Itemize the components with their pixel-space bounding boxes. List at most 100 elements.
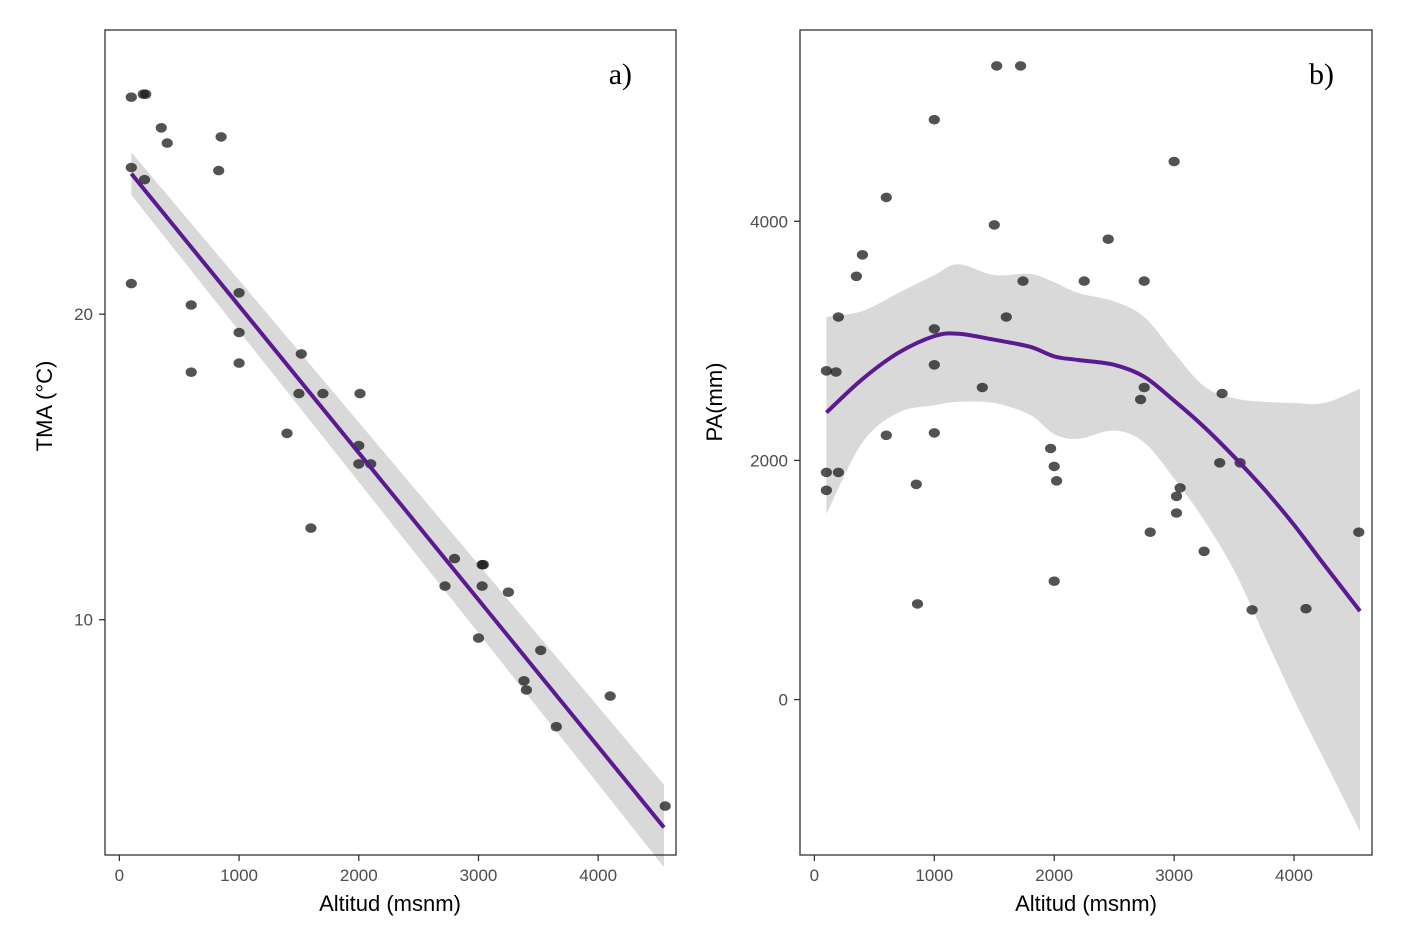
panel-a-frame (104, 29, 677, 856)
panel-b-y-tick-label-2000: 2000 (750, 451, 788, 470)
panel-b-data-point-41 (911, 599, 924, 609)
panel-b-data-point-10 (1017, 276, 1029, 286)
panel-b-y-axis-title: PA(mm) (702, 362, 727, 441)
panel-b-data-point-14 (1000, 312, 1012, 322)
panel-a-x-tick-label-4000: 4000 (579, 866, 617, 885)
panel-b-data-point-34 (1174, 483, 1186, 493)
panel-b-data-point-26 (1048, 461, 1060, 472)
panel-b-data-point-30 (832, 467, 845, 478)
panel-a-data-point-19 (281, 428, 293, 439)
panel-b-x-tick-label-1000: 1000 (915, 866, 953, 885)
panel-b-data-point-36 (1170, 508, 1183, 518)
panel-a-data-point-36 (550, 721, 562, 732)
panel-b-label: b) (1309, 58, 1334, 91)
panel-b-data-point-39 (1198, 546, 1210, 557)
panel-b-x-tick-label-0: 0 (810, 866, 819, 885)
panel-a-data-point-31 (472, 633, 485, 643)
panel-a-y-axis-title: TMA (°C) (32, 361, 57, 452)
panel-b-data-point-42 (1246, 605, 1258, 615)
panel-a-fit-line (129, 172, 666, 829)
panel-b-data-point-3 (928, 114, 940, 125)
panel-a-data-point-13 (233, 288, 245, 298)
panel-a-data-point-33 (518, 676, 530, 686)
panel-b-y-tick-label-0: 0 (779, 691, 788, 710)
panel-b-data-point-33 (910, 479, 922, 490)
panel-a-data-point-6 (155, 123, 167, 133)
panel-b-y-tick-label-4000: 4000 (750, 212, 788, 231)
panel-b-x-axis-title: Altitud (msnm) (1015, 891, 1157, 916)
panel-b-data-point-31 (820, 485, 833, 496)
panel-a-data-point-9 (213, 165, 225, 176)
panel-a-data-point-27 (477, 559, 489, 570)
panel-a-x-tick-label-2000: 2000 (340, 866, 378, 885)
panel-b-data-point-24 (928, 428, 940, 438)
panel-b-data-point-23 (880, 430, 892, 441)
panel-a-x-tick-label-1000: 1000 (220, 866, 258, 885)
panel-a-x-tick-label-0: 0 (115, 866, 124, 885)
panel-b-data-point-15 (928, 324, 940, 334)
panel-a-data-point-35 (604, 691, 616, 701)
panel-b-precipitation-vs-altitude: 0 1000 2000 3000 4000 0 2000 4000 b) Altitud (m… (702, 29, 1373, 916)
panel-a-data-point-7 (161, 138, 173, 148)
panel-b-data-point-12 (1138, 276, 1150, 286)
panel-a-data-point-11 (185, 300, 197, 310)
panel-b-data-point-43 (1300, 603, 1312, 614)
panel-b-data-point-35 (1170, 491, 1183, 502)
panel-b-x-tick-label-2000: 2000 (1035, 866, 1073, 885)
panel-a-y-tick-label-20: 20 (74, 305, 93, 324)
panel-a-data-point-17 (293, 388, 305, 399)
panel-a-data-point-14 (233, 327, 245, 338)
panel-a-data-point-21 (354, 388, 366, 399)
panel-a-data-point-10 (125, 278, 137, 289)
panel-b-fit-line (825, 331, 1362, 613)
panel-a-data-point-16 (295, 349, 307, 359)
panel-b-data-point-11 (1078, 276, 1090, 286)
panel-a-data-point-29 (476, 581, 488, 591)
panel-b-data-point-38 (1353, 527, 1365, 537)
panel-a-data-point-28 (439, 581, 451, 591)
panel-b-data-point-16 (820, 366, 833, 376)
panel-a-data-point-15 (233, 358, 245, 368)
panel-a-y-tick-label-10: 10 (74, 611, 93, 630)
panel-a-data-point-34 (520, 685, 533, 695)
panel-b-data-point-25 (1045, 443, 1057, 454)
panel-b-confidence-band (826, 264, 1360, 832)
panel-b-x-tick-label-4000: 4000 (1275, 866, 1313, 885)
panel-b-data-point-29 (820, 467, 833, 478)
panel-b-data-point-6 (988, 220, 1000, 230)
panel-b-data-point-21 (1135, 394, 1147, 405)
panel-b-x-tick-label-3000: 3000 (1155, 866, 1193, 885)
panel-b-data-point-27 (1214, 458, 1226, 468)
panel-b-data-point-13 (832, 312, 845, 322)
panel-a-data-point-24 (305, 523, 317, 533)
panel-b-data-point-22 (1216, 388, 1228, 399)
panel-b-plot-area: 0 1000 2000 3000 4000 0 2000 4000 (750, 29, 1373, 885)
panel-b-data-point-4 (1168, 156, 1180, 167)
panel-b-data-point-7 (1102, 234, 1114, 244)
panel-b-data-point-18 (928, 360, 940, 370)
panel-a-data-point-4 (125, 162, 137, 173)
panel-a-data-point-37 (659, 801, 671, 811)
panel-a-x-axis-title: Altitud (msnm) (319, 891, 461, 916)
panel-b-data-point-8 (856, 250, 869, 260)
panel-a-data-point-32 (535, 645, 547, 656)
panel-a-x-tick-label-3000: 3000 (460, 866, 498, 885)
panel-a-data-point-3 (140, 89, 152, 99)
panel-b-data-point-19 (976, 382, 988, 393)
panel-b-data-point-40 (1048, 576, 1060, 586)
panel-b-data-point-20 (1138, 382, 1150, 393)
panel-a-data-point-1 (125, 92, 137, 102)
panel-a-data-point-8 (215, 132, 227, 142)
panel-b-data-point-32 (1051, 476, 1063, 486)
panel-a-data-point-5 (138, 174, 151, 185)
panel-a-data-point-25 (448, 553, 461, 564)
panel-a-data-point-22 (353, 459, 365, 469)
panel-a-data-point-12 (185, 367, 197, 378)
panel-b-data-point-17 (830, 367, 842, 377)
panel-a-confidence-band (131, 152, 665, 868)
panel-b-data-point-9 (850, 271, 863, 282)
panel-b-data-point-1 (991, 61, 1003, 71)
panel-b-data-point-37 (1144, 527, 1156, 537)
